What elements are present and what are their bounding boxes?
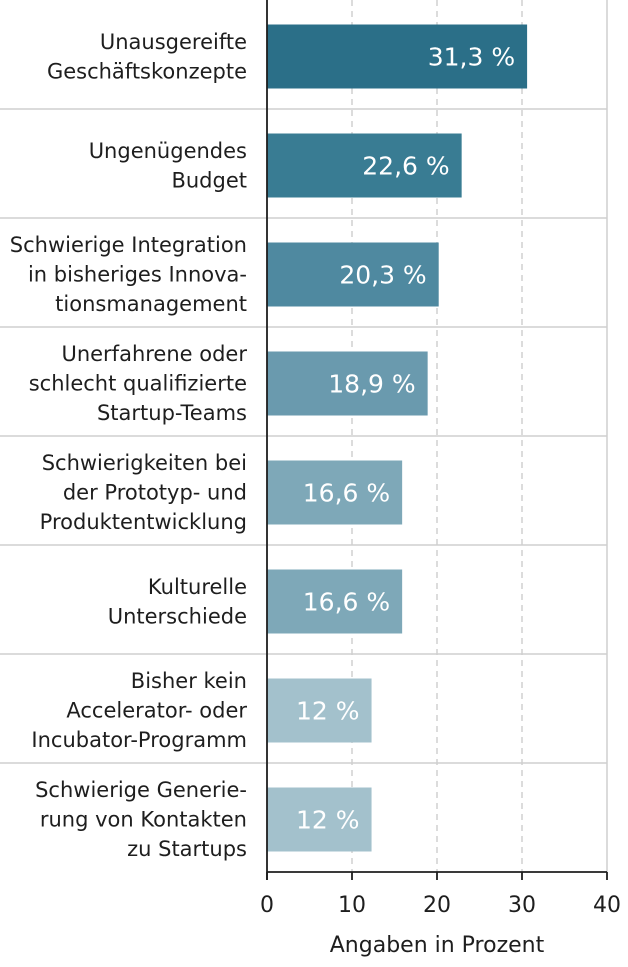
bar (267, 24, 528, 89)
bar-value-label: 16,6 % (303, 588, 390, 617)
bar-value-label: 12 % (296, 806, 360, 835)
category-label: Schwierige Integration in bisheriges Inno… (10, 233, 247, 316)
bar (267, 678, 372, 743)
bar (267, 242, 439, 307)
x-axis-title: Angaben in Prozent (330, 933, 545, 958)
x-tick-label: 40 (593, 893, 621, 918)
row-separators (0, 108, 607, 764)
category-label: Ungenügendes Budget (89, 139, 247, 193)
bar-value-label: 22,6 % (362, 152, 449, 181)
bar (267, 133, 462, 198)
category-labels: Unausgereifte Geschäftskonzepte Ungenügend… (10, 30, 248, 861)
x-tick-label: 0 (260, 893, 274, 918)
bar (267, 569, 403, 634)
bar (267, 351, 428, 416)
category-label: Schwierige Generie-rung von Kontakten zu … (35, 778, 247, 861)
category-label: Unausgereifte Geschäftskonzepte (47, 30, 247, 84)
bar-value-label: 31,3 % (428, 43, 515, 72)
x-axis: 0 10 20 30 40 Angaben in Prozent (260, 0, 621, 958)
bar-value-label: 12 % (296, 697, 360, 726)
bar (267, 460, 403, 525)
bar-value-label: 16,6 % (303, 479, 390, 508)
bar (267, 787, 372, 852)
x-tick-label: 30 (508, 893, 536, 918)
category-label: Kulturelle Unterschiede (108, 575, 247, 629)
bar-value-label: 20,3 % (339, 261, 426, 290)
x-tick-label: 10 (338, 893, 366, 918)
category-label: Bisher kein Accelerator- oder Incubator-Pr… (31, 669, 247, 752)
bar-value-label: 18,9 % (328, 370, 415, 399)
x-tick-label: 20 (423, 893, 451, 918)
category-label: Unerfahrene oder schlecht qualifizierte St… (29, 342, 248, 425)
category-label: Schwierigkeiten bei der Prototyp- und Prod… (40, 451, 247, 534)
bars: 31,3 % 22,6 % 20,3 % 18,9 % 16,6 % 16,6 % 12 %… (267, 24, 528, 852)
